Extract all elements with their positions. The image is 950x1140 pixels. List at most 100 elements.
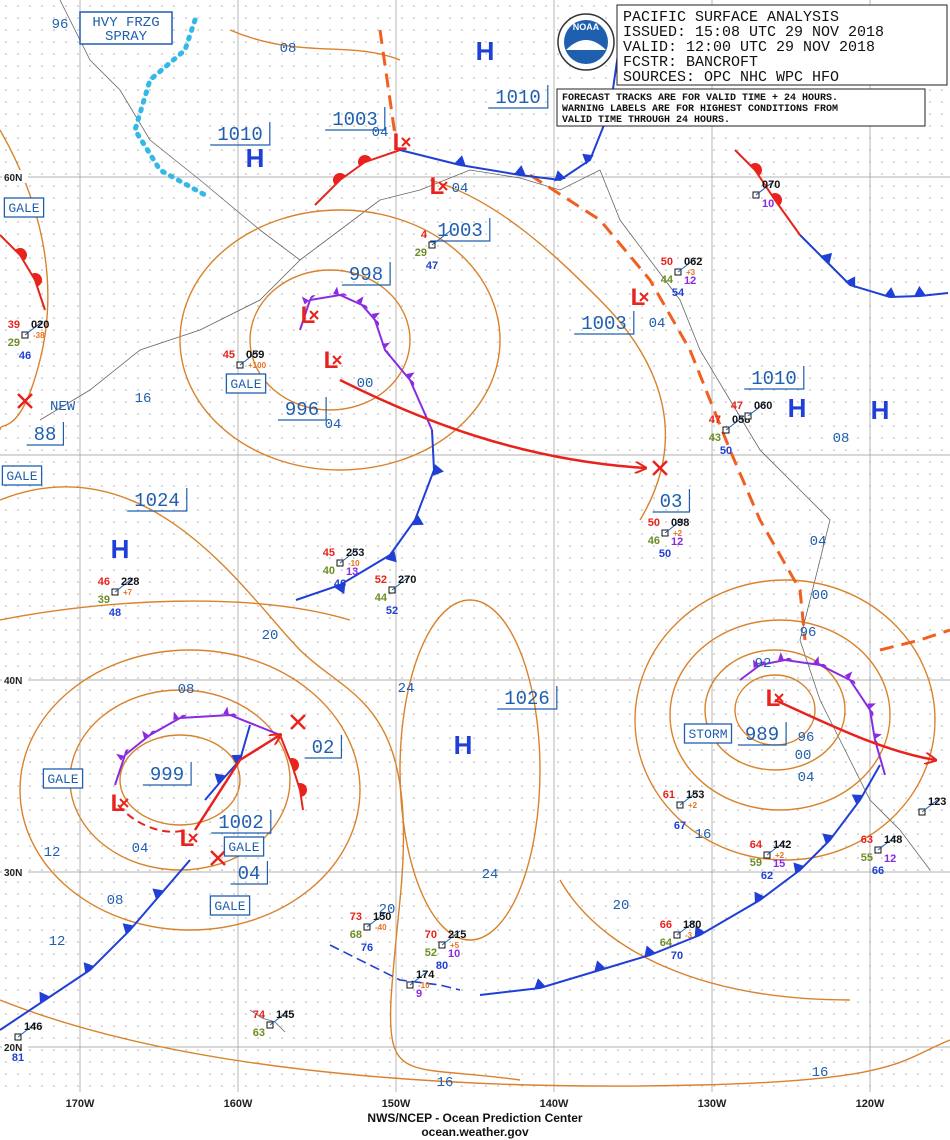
low-center: L (324, 347, 339, 374)
high-center: H (111, 534, 130, 564)
station-tend: +2 (688, 801, 698, 810)
wind-barb (755, 180, 775, 196)
warning-box (225, 373, 267, 394)
pressure-label-underline (488, 85, 549, 109)
isobar-label: 04 (810, 534, 827, 550)
station-plot: 47 060 (731, 400, 772, 420)
wind-barb (239, 350, 259, 366)
station-dew: 64 (660, 937, 673, 949)
station-dew: 52 (425, 947, 437, 959)
isobar-label: 24 (398, 681, 415, 697)
station-wx: 13 (346, 566, 358, 578)
station-air: 50 (661, 256, 673, 268)
isobar-label: 12 (49, 934, 66, 950)
station-wx: 12 (684, 275, 696, 287)
pressure-label-underline (142, 762, 192, 786)
wind-barb (676, 920, 696, 936)
freezing-spray-box (79, 11, 173, 45)
wind-barb (725, 415, 745, 431)
station-sea: 70 (671, 950, 683, 962)
station-air: 46 (98, 576, 110, 588)
pressure-label: 1010 (751, 368, 797, 390)
warning-label: GALE (228, 840, 259, 855)
latitude-label-bg (2, 673, 28, 686)
header-forecaster: FCSTR: BANCROFT (623, 54, 758, 71)
freezing-spray-label: HVY FRZG (92, 15, 159, 31)
station-sea: 50 (659, 548, 671, 560)
wind-barb (921, 797, 941, 813)
station-dew: 29 (8, 337, 20, 349)
pressure-label-underline (277, 397, 327, 421)
warning-box (223, 836, 265, 857)
latitude-label: 40N (4, 676, 22, 687)
station-air: 61 (663, 789, 675, 801)
station-dew: 39 (98, 594, 110, 606)
isobar-label: 04 (649, 316, 666, 332)
warning-label: GALE (6, 469, 37, 484)
station-sea: 52 (386, 605, 398, 617)
warning-box (1, 465, 43, 486)
station-pres: 253 (346, 547, 364, 559)
wind-barb (24, 320, 44, 336)
station-tend: +7 (123, 588, 133, 597)
station-dew: 44 (661, 274, 674, 286)
pressure-label-underline (127, 488, 188, 512)
warning-label: GALE (8, 201, 39, 216)
station-dew: 59 (750, 857, 762, 869)
station-air: 4 (421, 229, 428, 241)
wind-barb (766, 840, 786, 856)
station-sea: 81 (12, 1052, 24, 1064)
noaa-logo: NOAA (557, 13, 615, 71)
map-background (0, 0, 950, 1092)
isobar-label: 00 (812, 588, 829, 604)
station-plot: 45 059+100 (223, 349, 267, 370)
pressure-label-underline (325, 107, 386, 131)
longitude-label: 170W (66, 1098, 95, 1110)
station-dew: 63 (253, 1027, 265, 1039)
pressure-label-underline (497, 686, 558, 710)
station-dew: 29 (415, 247, 427, 259)
station-plot: 123 (918, 796, 946, 816)
low-center-cross (438, 181, 448, 191)
longitude-label: 140W (540, 1098, 569, 1110)
station-tend: +3 (686, 268, 696, 277)
isobar-label: 96 (52, 17, 69, 33)
isobar-label: 24 (482, 867, 499, 883)
station-plot: 146 81 (12, 1021, 42, 1064)
wind-barb (366, 912, 386, 928)
low-center: L (301, 302, 316, 329)
note-line: VALID TIME THROUGH 24 HOURS. (562, 115, 730, 126)
isobar-label: 00 (357, 376, 374, 392)
header-issued: ISSUED: 15:08 UTC 29 NOV 2018 (623, 24, 884, 41)
station-pres: 070 (762, 179, 780, 191)
isobar-label: 20 (613, 898, 630, 914)
pressure-label: 999 (150, 764, 184, 786)
longitude-label: 130W (698, 1098, 727, 1110)
pressure-label: 04 (238, 863, 261, 885)
low-center: L (111, 790, 126, 817)
pressure-label: 1026 (504, 688, 550, 710)
pressure-label: 03 (660, 491, 683, 513)
isobar-label: 12 (44, 845, 61, 861)
low-center-cross (401, 137, 411, 147)
low-center-cross (639, 292, 649, 302)
warning-box (3, 197, 45, 218)
pressure-label-underline (737, 722, 787, 746)
note-line: WARNING LABELS ARE FOR HIGHEST CONDITION… (562, 104, 838, 115)
station-dew: 55 (861, 852, 873, 864)
wind-barb (877, 835, 897, 851)
station-pres: 060 (754, 400, 772, 412)
header-sources: SOURCES: OPC NHC WPC HFO (623, 69, 839, 86)
station-tend: +100 (248, 361, 267, 370)
pressure-label: 1024 (134, 490, 180, 512)
wind-barb (431, 230, 451, 246)
station-air: 45 (323, 547, 335, 559)
freezing-spray-label: SPRAY (105, 29, 148, 45)
isobar-label: 92 (755, 656, 772, 672)
pressure-label-underline (430, 218, 491, 242)
station-air: 47 (709, 414, 721, 426)
station-pres: 150 (373, 911, 391, 923)
